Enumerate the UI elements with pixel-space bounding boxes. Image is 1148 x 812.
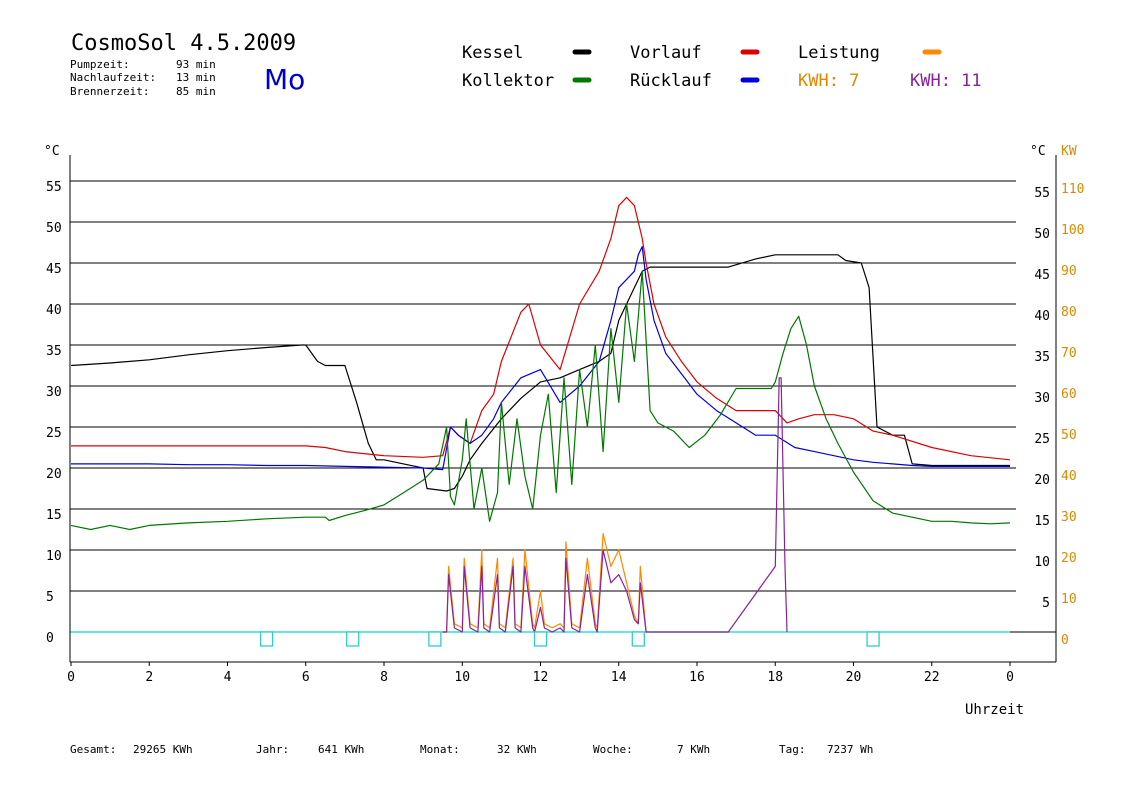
stat-label: Brennerzeit: [70,85,149,98]
footer-totals: Gesamt: 29265 KWh Jahr: 641 KWh Monat: 3… [70,743,873,756]
x-tick-label: 8 [380,670,388,685]
footer-label: Woche: [593,743,633,756]
time-marker [346,631,360,647]
series-line-vorlauf [71,196,1011,461]
series-line-rcklauf [71,246,1010,471]
footer-value: 32 KWh [497,743,537,756]
stat-label: Pumpzeit: [70,58,130,71]
y-axis-right-unit-power: KW [1061,144,1077,159]
footer-label: Tag: [779,743,806,756]
y-tick-label-right-power: 90 [1061,264,1077,279]
y-axis-right-unit-temp: °C [1030,144,1046,159]
y-tick-label-left: 10 [46,549,62,564]
y-tick-label-right-power: 20 [1061,551,1077,566]
y-tick-label-right-power: 80 [1061,305,1077,320]
x-axis-label: Uhrzeit [965,702,1024,718]
y-tick-label-right-temp: 35 [1034,350,1050,365]
series-line-kollektor [70,270,1011,531]
x-tick-label: 4 [224,670,232,685]
y-tick-label-right-power: 40 [1061,469,1077,484]
stats-block: Pumpzeit: 93 min Nachlaufzeit: 13 min Br… [70,58,216,98]
weekday-label: Mo [264,63,305,96]
time-marker [428,631,442,647]
series-lines [70,196,1011,633]
y-tick-label-right-power: 10 [1061,592,1077,607]
y-tick-label-left: 35 [46,344,62,359]
stat-value: 93 min [176,58,216,71]
x-tick-label: 12 [533,670,549,685]
y-tick-label-left: 45 [46,262,62,277]
footer-value: 7 KWh [677,743,710,756]
time-marker [259,631,274,647]
footer-label: Monat: [420,743,460,756]
y-tick-label-right-temp: 40 [1034,309,1050,324]
y-tick-label-right-temp: 25 [1034,432,1050,447]
y-tick-label-right-power: 50 [1061,428,1077,443]
legend-label-kessel: Kessel [462,43,523,63]
page-title: CosmoSol 4.5.2009 [71,31,296,56]
y-tick-label-right-temp: 45 [1034,268,1050,283]
y-tick-label-right-power: 70 [1061,346,1077,361]
y-tick-label-right-power: 30 [1061,510,1077,525]
legend-label-vorlauf: Vorlauf [630,43,702,63]
stat-label: Nachlaufzeit: [70,71,156,84]
y-tick-label-right-temp: 50 [1034,227,1050,242]
time-marker [866,631,880,647]
tick-labels: 0510152025303540455055510152025303540455… [46,180,1084,685]
x-tick-label: 18 [767,670,783,685]
stat-value: 13 min [176,71,216,84]
legend: Kessel Vorlauf Leistung Kollektor Rückla… [462,43,982,91]
time-markers [259,631,880,647]
y-tick-label-left: 15 [46,508,62,523]
footer-label: Gesamt: [70,743,116,756]
x-tick-label: 2 [145,670,153,685]
legend-kwh-total: KWH: 11 [910,71,982,91]
y-tick-label-right-temp: 55 [1034,186,1050,201]
y-tick-label-right-power: 0 [1061,633,1069,648]
x-tick-label: 22 [924,670,940,685]
time-marker [631,631,645,647]
x-tick-label: 0 [67,670,75,685]
series-line-kwh [442,377,788,633]
y-tick-label-right-power: 110 [1061,182,1084,197]
y-tick-label-left: 5 [46,590,54,605]
y-tick-label-right-temp: 20 [1034,473,1050,488]
y-tick-label-left: 40 [46,303,62,318]
y-axis-left-unit: °C [44,144,60,159]
legend-label-ruecklauf: Rücklauf [630,71,712,91]
legend-label-leistung: Leistung [798,43,880,63]
y-tick-label-left: 55 [46,180,62,195]
footer-value: 7237 Wh [827,743,873,756]
grid-lines [70,180,1056,633]
time-marker [533,631,548,647]
x-tick-label: 14 [611,670,627,685]
x-tick-label: 0 [1006,670,1014,685]
y-tick-label-left: 0 [46,631,54,646]
x-tick-label: 6 [302,670,310,685]
x-tick-label: 10 [454,670,470,685]
stat-value: 85 min [176,85,216,98]
footer-label: Jahr: [256,743,289,756]
footer-value: 29265 KWh [133,743,193,756]
y-tick-label-left: 20 [46,467,62,482]
series-line-kessel [70,254,1010,492]
y-tick-label-left: 25 [46,426,62,441]
y-tick-label-left: 30 [46,385,62,400]
y-tick-label-right-temp: 10 [1034,555,1050,570]
footer-value: 641 KWh [318,743,364,756]
legend-label-kollektor: Kollektor [462,71,554,91]
y-tick-label-right-temp: 30 [1034,391,1050,406]
legend-kwh-leistung: KWH: 7 [798,71,859,91]
x-tick-label: 16 [689,670,705,685]
y-tick-label-right-temp: 15 [1034,514,1050,529]
y-tick-label-right-power: 60 [1061,387,1077,402]
x-tick-label: 20 [846,670,862,685]
y-tick-label-right-temp: 5 [1042,596,1050,611]
series-line-leistung [442,532,647,633]
y-tick-label-right-power: 100 [1061,223,1084,238]
y-tick-label-left: 50 [46,221,62,236]
